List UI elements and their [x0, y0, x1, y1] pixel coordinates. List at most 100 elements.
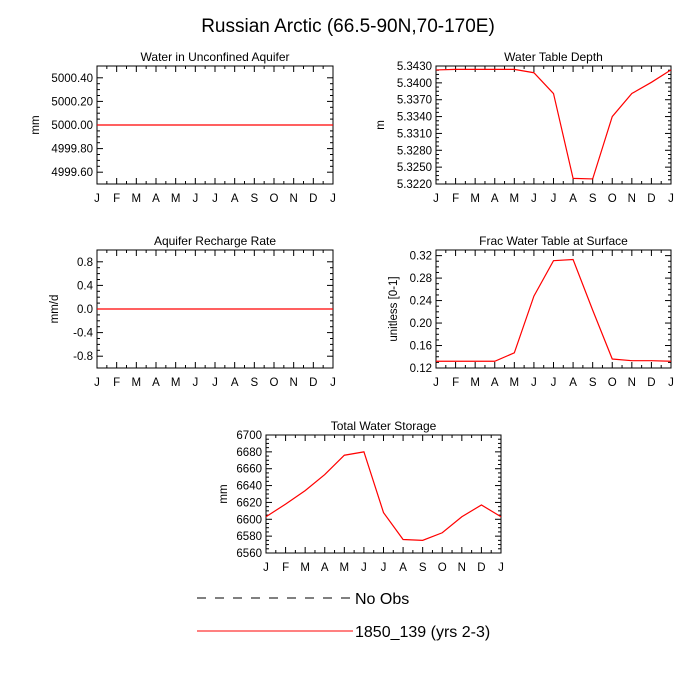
x-tick-label: F — [452, 193, 459, 205]
x-tick-label: A — [152, 377, 160, 389]
y-tick-label: 5.3430 — [397, 61, 432, 73]
x-tick-label: J — [212, 193, 218, 205]
x-tick-label: M — [340, 562, 350, 574]
series-line-1 — [265, 451, 502, 541]
panel-title: Aquifer Recharge Rate — [154, 234, 276, 248]
y-tick-label: 5.3310 — [397, 128, 432, 140]
x-tick-label: D — [647, 377, 655, 389]
y-tick-label: -0.8 — [73, 351, 93, 363]
x-tick-label: S — [589, 377, 597, 389]
y-tick-label: 6680 — [236, 447, 262, 459]
x-tick-label: N — [628, 193, 636, 205]
x-tick-label: M — [132, 377, 142, 389]
y-axis-label: mm/d — [49, 295, 61, 324]
x-tick-label: J — [433, 377, 439, 389]
x-tick-label: S — [589, 193, 597, 205]
y-tick-label: 0.8 — [77, 257, 93, 269]
x-tick-label: J — [330, 193, 336, 205]
x-tick-label: O — [608, 377, 617, 389]
legend-label-2: 1850_139 (yrs 2-3) — [355, 624, 490, 641]
y-tick-label: 0.4 — [77, 280, 94, 292]
x-tick-label: D — [309, 193, 317, 205]
y-tick-label: 0.20 — [410, 318, 432, 330]
y-tick-label: 0.0 — [77, 304, 93, 316]
legend: No Obs 1850_139 (yrs 2-3) — [197, 591, 490, 641]
y-tick-label: 5.3340 — [397, 112, 432, 124]
y-tick-label: 0.16 — [410, 341, 432, 353]
y-axis-label: mm — [218, 484, 230, 503]
y-tick-label: 5000.20 — [51, 96, 93, 108]
x-tick-label: J — [498, 562, 504, 574]
x-tick-label: F — [282, 562, 289, 574]
x-tick-label: N — [628, 377, 636, 389]
x-tick-label: M — [300, 562, 310, 574]
y-axis-label: unitless [0-1] — [388, 276, 400, 341]
x-tick-label: O — [270, 193, 279, 205]
x-tick-label: J — [531, 193, 537, 205]
x-tick-label: O — [438, 562, 447, 574]
series-line-1 — [435, 68, 672, 180]
x-tick-label: J — [192, 193, 198, 205]
x-tick-label: J — [94, 377, 100, 389]
panel-title: Total Water Storage — [331, 419, 437, 433]
x-tick-label: J — [192, 377, 198, 389]
x-tick-label: S — [250, 377, 258, 389]
y-axis-label: m — [375, 120, 387, 130]
x-tick-label: A — [491, 377, 499, 389]
x-tick-label: J — [531, 377, 537, 389]
x-tick-label: A — [321, 562, 329, 574]
x-tick-label: J — [361, 562, 367, 574]
panel-title: Water in Unconfined Aquifer — [141, 50, 290, 64]
y-tick-label: 6640 — [236, 481, 262, 493]
x-tick-label: J — [433, 193, 439, 205]
x-tick-label: A — [231, 377, 239, 389]
x-tick-label: A — [491, 193, 499, 205]
y-tick-label: 4999.60 — [51, 167, 93, 179]
y-tick-label: 6600 — [236, 514, 262, 526]
figure-title: Russian Arctic (66.5-90N,70-170E) — [201, 16, 495, 37]
x-tick-label: F — [113, 193, 120, 205]
y-tick-label: 5.3370 — [397, 95, 432, 107]
x-tick-label: D — [647, 193, 655, 205]
y-tick-label: 5.3250 — [397, 162, 432, 174]
y-tick-label: 6700 — [236, 430, 262, 442]
y-tick-label: 6620 — [236, 497, 262, 509]
x-tick-label: J — [668, 193, 674, 205]
x-tick-label: J — [551, 193, 557, 205]
y-tick-label: 6580 — [236, 531, 262, 543]
x-tick-label: N — [290, 193, 298, 205]
x-tick-label: A — [231, 193, 239, 205]
plot-frame — [435, 249, 672, 369]
x-tick-label: J — [381, 562, 387, 574]
y-tick-label: 5.3400 — [397, 78, 432, 90]
y-tick-label: -0.4 — [73, 328, 93, 340]
x-tick-label: A — [569, 377, 577, 389]
x-tick-label: A — [399, 562, 407, 574]
x-tick-label: J — [94, 193, 100, 205]
x-tick-label: J — [212, 377, 218, 389]
x-tick-label: S — [250, 193, 258, 205]
x-tick-label: O — [608, 193, 617, 205]
panel-title: Frac Water Table at Surface — [479, 234, 628, 248]
x-tick-label: M — [171, 377, 181, 389]
y-axis-label: mm — [30, 115, 42, 134]
y-tick-label: 0.28 — [410, 273, 432, 285]
x-tick-label: J — [668, 377, 674, 389]
series-line-1 — [436, 258, 672, 362]
y-tick-label: 5.3220 — [397, 179, 432, 191]
y-tick-label: 4999.80 — [51, 144, 93, 156]
legend-label-1: No Obs — [355, 591, 409, 608]
x-tick-label: M — [510, 193, 520, 205]
y-tick-label: 6560 — [236, 548, 262, 560]
x-tick-label: D — [477, 562, 485, 574]
x-tick-label: M — [171, 193, 181, 205]
x-tick-label: N — [290, 377, 298, 389]
x-tick-label: M — [132, 193, 142, 205]
x-tick-label: J — [551, 377, 557, 389]
